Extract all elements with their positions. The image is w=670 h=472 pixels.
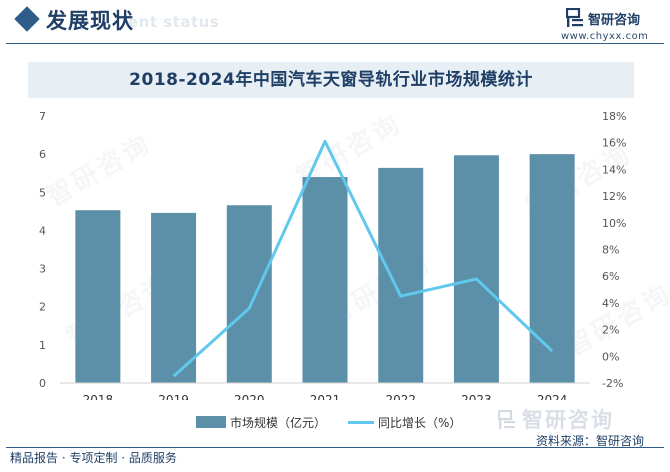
left-y-axis: 0 1 2 3 4 5 6 7: [39, 110, 46, 390]
bar: [226, 205, 272, 383]
left-tick-label: 2: [39, 301, 46, 314]
right-tick-label: 0%: [602, 350, 619, 363]
header-divider: [6, 43, 664, 44]
diamond-icon: [14, 6, 40, 32]
x-tick-label: 2023: [461, 393, 492, 400]
bar: [151, 212, 197, 383]
footer-brand-watermark: 智研咨询: [522, 408, 614, 432]
combo-chart: 0 1 2 3 4 5 6 7 -2% 0% 2% 4% 6% 8% 10% 12% 14% 16% 18% 20…: [39, 110, 626, 400]
bar: [378, 167, 424, 383]
x-tick-label: 2024: [537, 393, 568, 400]
growth-line: [172, 139, 554, 378]
legend-bar-swatch: [196, 416, 226, 428]
left-tick-label: 0: [39, 377, 46, 390]
data-source: 资料来源：智研咨询: [536, 434, 645, 448]
bar: [75, 210, 121, 383]
legend-bar-label: 市场规模（亿元）: [230, 416, 327, 430]
section-title: 发展现状: [46, 9, 134, 33]
chyxx-logo-icon: [498, 410, 515, 429]
legend-line-swatch: [348, 421, 374, 424]
left-tick-label: 7: [39, 110, 46, 123]
bar-series: [75, 154, 575, 383]
x-axis: 2018 2019 2020 2021 2022 2023 2024: [83, 393, 568, 400]
x-tick-label: 2018: [83, 393, 114, 400]
header-background-text: ent status: [128, 13, 220, 31]
right-tick-label: 4%: [602, 297, 619, 310]
left-tick-label: 3: [39, 263, 46, 276]
left-tick-label: 5: [39, 186, 46, 199]
footer-divider: [6, 447, 664, 448]
left-tick-label: 4: [39, 224, 46, 237]
x-tick-label: 2022: [385, 393, 416, 400]
chart-title: 2018-2024年中国汽车天窗导轨行业市场规模统计: [129, 70, 533, 90]
x-tick-label: 2019: [158, 393, 189, 400]
right-tick-label: 16%: [602, 137, 626, 150]
right-tick-label: 18%: [602, 110, 626, 123]
page-header: ent status 发展现状 智研咨询 www.chyxx.com: [0, 0, 670, 46]
left-tick-label: 6: [39, 148, 46, 161]
bar: [529, 154, 575, 383]
legend-line-label: 同比增长（%）: [378, 416, 462, 430]
right-tick-label: 8%: [602, 244, 619, 257]
right-tick-label: 6%: [602, 270, 619, 283]
bar: [453, 155, 499, 383]
line-series: [172, 139, 554, 378]
right-tick-label: 12%: [602, 190, 626, 203]
right-tick-label: 14%: [602, 163, 626, 176]
x-tick-label: 2020: [234, 393, 265, 400]
chyxx-logo-icon: [566, 8, 583, 27]
right-tick-label: 2%: [602, 324, 619, 337]
right-tick-label: -2%: [602, 377, 623, 390]
x-tick-label: 2021: [310, 393, 341, 400]
chart-title-band: 2018-2024年中国汽车天窗导轨行业市场规模统计: [28, 62, 634, 98]
right-y-axis: -2% 0% 2% 4% 6% 8% 10% 12% 14% 16% 18%: [602, 110, 626, 390]
brand-url: www.chyxx.com: [561, 31, 649, 42]
brand-name: 智研咨询: [588, 13, 641, 28]
footer-services: 精品报告 · 专项定制 · 品质服务: [10, 451, 177, 465]
bar: [302, 177, 348, 383]
right-tick-label: 10%: [602, 217, 626, 230]
left-tick-label: 1: [39, 339, 46, 352]
